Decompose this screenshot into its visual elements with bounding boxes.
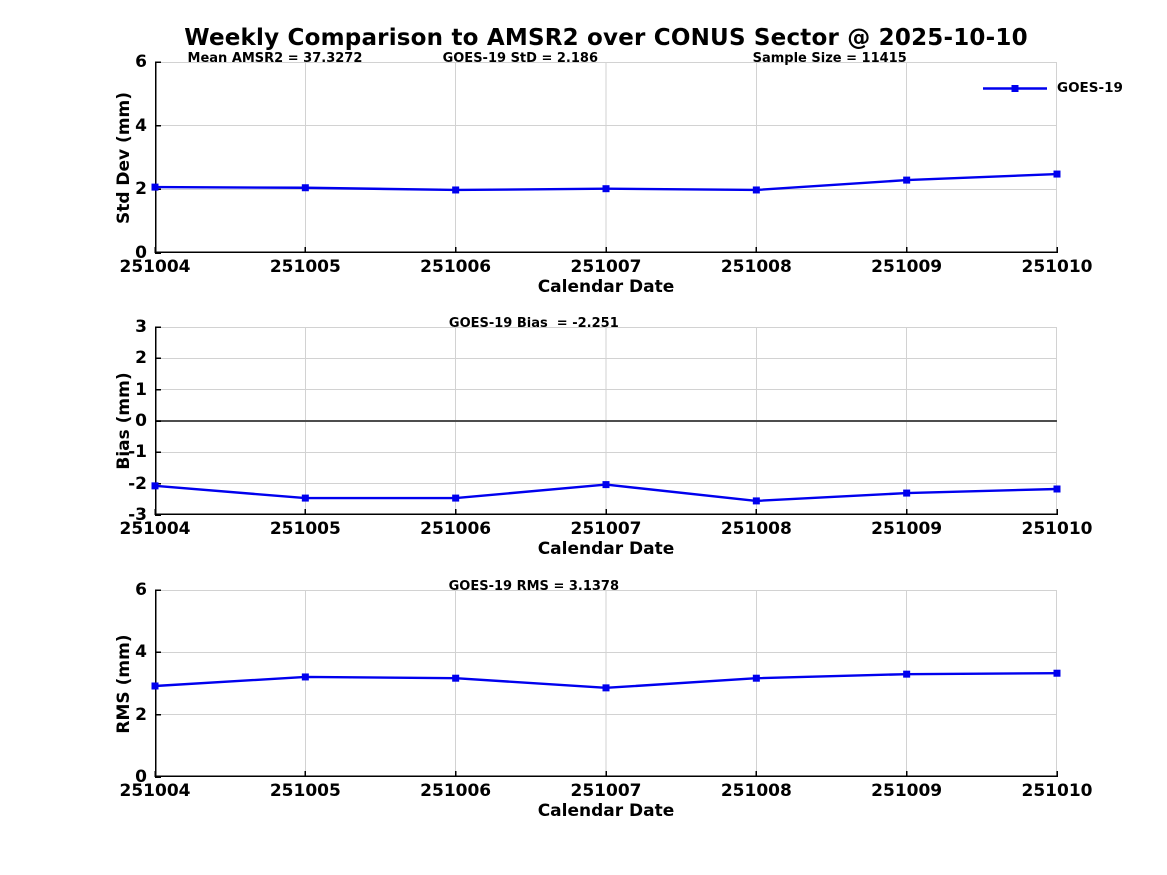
y-tick-label: 6 — [135, 580, 147, 600]
y-tick-label: 2 — [135, 179, 147, 200]
legend-label: GOES-19 — [1057, 80, 1123, 96]
figure-title: Weekly Comparison to AMSR2 over CONUS Se… — [184, 25, 1028, 51]
x-tick-label: 251007 — [570, 781, 642, 801]
bias-chart-panel: Bias (mm) Calendar Date GOES-19 Bias = -… — [114, 316, 1092, 559]
y-tick-label: 2 — [135, 704, 147, 725]
annotation-text: Sample Size = 11415 — [752, 51, 907, 66]
data-point-marker — [602, 481, 610, 489]
x-tick-label: 251007 — [570, 257, 642, 277]
x-tick-label: 251006 — [420, 257, 492, 277]
x-tick-label: 251004 — [119, 781, 191, 801]
x-tick-label: 251005 — [269, 257, 341, 277]
plot-area — [151, 589, 1061, 778]
x-tick-label: 251008 — [720, 257, 792, 277]
x-tick-label: 251009 — [871, 257, 943, 277]
plot-area — [151, 326, 1061, 516]
y-axis-label: Std Dev (mm) — [114, 91, 134, 224]
x-axis-label: Calendar Date — [537, 801, 675, 821]
x-tick-label: 251005 — [269, 781, 341, 801]
annotation-text: Mean AMSR2 = 37.3272 — [187, 51, 363, 66]
data-point-marker — [301, 494, 309, 502]
data-point-marker — [602, 684, 610, 692]
x-tick-label: 251009 — [871, 781, 943, 801]
data-point-marker — [1053, 669, 1061, 677]
data-point-marker — [602, 185, 610, 193]
annotation-text: GOES-19 RMS = 3.1378 — [448, 579, 620, 594]
y-tick-label: -3 — [128, 505, 147, 525]
x-tick-label: 251006 — [420, 519, 492, 539]
x-tick-label: 251010 — [1021, 257, 1093, 277]
data-point-marker — [301, 673, 309, 681]
y-tick-label: 2 — [135, 348, 147, 369]
x-axis-label: Calendar Date — [537, 539, 675, 559]
data-point-marker — [301, 184, 309, 192]
data-point-marker — [903, 670, 911, 678]
x-tick-label: 251004 — [119, 257, 191, 277]
x-axis-label: Calendar Date — [537, 277, 675, 297]
y-tick-label: 3 — [135, 317, 147, 337]
plot-area — [151, 61, 1061, 254]
rms-chart-panel: RMS (mm) Calendar Date GOES-19 RMS = 3.1… — [114, 579, 1092, 821]
annotation-text: GOES-19 Bias = -2.251 — [448, 316, 619, 331]
x-tick-label: 251008 — [720, 781, 792, 801]
y-tick-label: 6 — [135, 52, 147, 72]
data-point-marker — [452, 494, 460, 502]
x-tick-label: 251004 — [119, 519, 191, 539]
data-point-marker — [151, 183, 159, 191]
data-point-marker — [1053, 485, 1061, 493]
data-point-marker — [903, 489, 911, 497]
legend: GOES-19 — [983, 80, 1123, 96]
data-point-marker — [752, 497, 760, 505]
data-point-marker — [752, 186, 760, 194]
y-tick-label: -2 — [128, 473, 147, 494]
x-tick-label: 251008 — [720, 519, 792, 539]
x-tick-label: 251010 — [1021, 519, 1093, 539]
legend-line-icon — [983, 84, 1047, 92]
y-tick-label: 0 — [135, 411, 147, 431]
data-point-marker — [752, 674, 760, 682]
x-tick-label: 251005 — [269, 519, 341, 539]
x-tick-label: 251007 — [570, 519, 642, 539]
y-tick-label: -1 — [128, 442, 147, 463]
data-point-marker — [151, 482, 159, 490]
x-tick-label: 251010 — [1021, 781, 1093, 801]
data-point-marker — [452, 186, 460, 194]
data-point-marker — [1053, 170, 1061, 178]
y-axis-label: RMS (mm) — [114, 633, 134, 734]
y-tick-label: 4 — [135, 115, 147, 136]
y-tick-label: 0 — [135, 243, 147, 263]
y-tick-label: 1 — [135, 379, 147, 400]
y-tick-label: 4 — [135, 642, 147, 663]
x-tick-label: 251009 — [871, 519, 943, 539]
annotation-text: GOES-19 StD = 2.186 — [442, 51, 599, 66]
data-point-marker — [151, 682, 159, 690]
data-point-marker — [452, 674, 460, 682]
std-dev-chart-panel: Std Dev (mm) Calendar Date GOES-19 Mean … — [114, 51, 1123, 297]
x-tick-label: 251006 — [420, 781, 492, 801]
data-point-marker — [903, 176, 911, 184]
y-tick-label: 0 — [135, 767, 147, 787]
